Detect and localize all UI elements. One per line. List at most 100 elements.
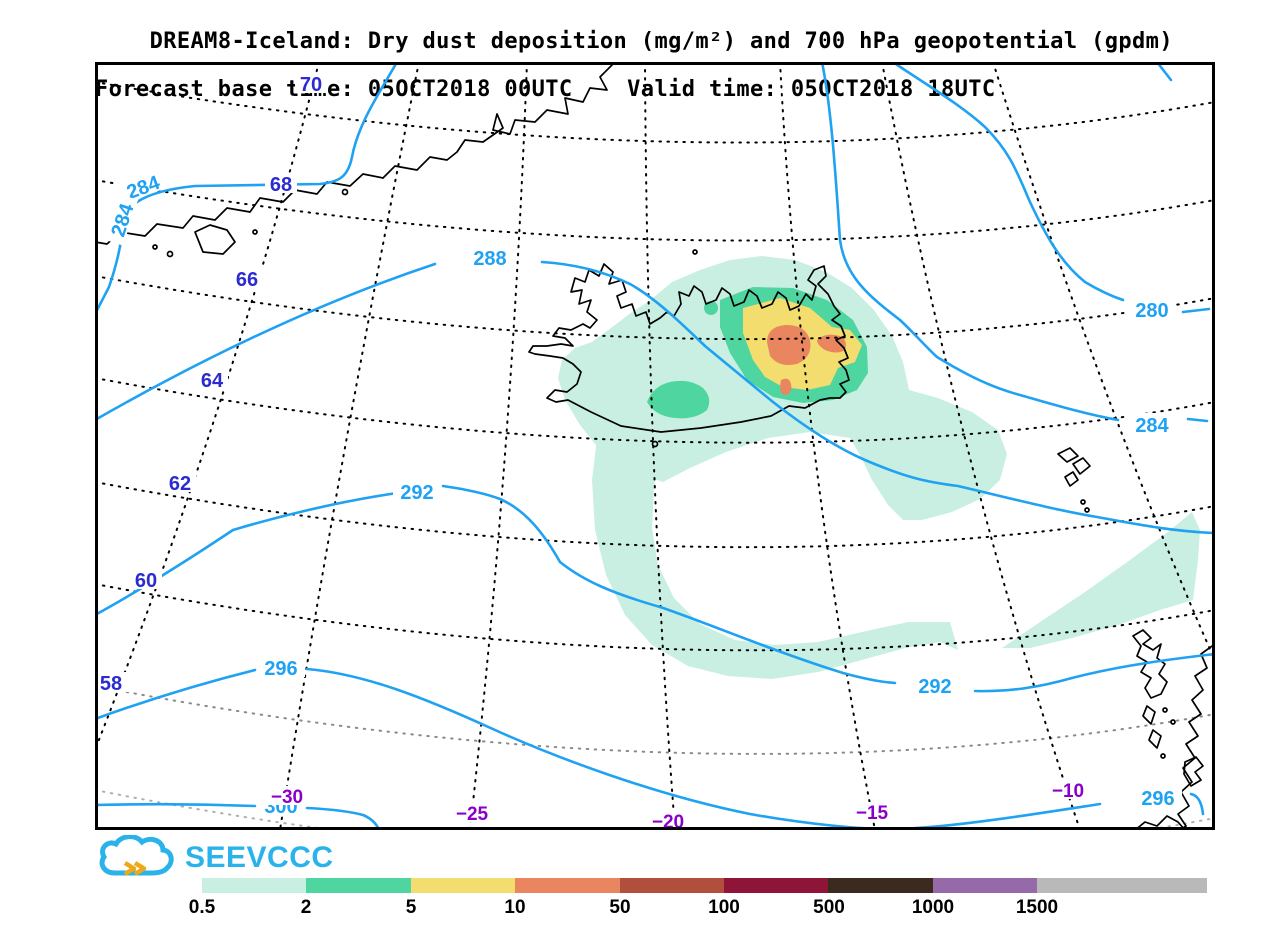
contour-line-284-e <box>820 60 1120 422</box>
contour-label: 292 <box>400 482 433 504</box>
graticule-meridian <box>469 61 528 831</box>
dust-layer-0p5-2 <box>558 256 1200 679</box>
graticule-parallel <box>94 275 1216 341</box>
coastline-uist <box>1142 705 1156 725</box>
cloud-icon <box>99 835 174 876</box>
contour-line-292 <box>973 652 1217 693</box>
contour-label: 296 <box>1141 788 1174 810</box>
latitude-label: 60 <box>135 570 157 592</box>
contour-line-292 <box>441 484 897 685</box>
colorbar-segment <box>515 878 620 893</box>
colorbar-ticks: 0.5 2 5 10 50 100 500 1000 1500 <box>189 897 1212 921</box>
graticule-parallel <box>94 583 1216 652</box>
colorbar-segment <box>411 878 515 893</box>
graticule-meridian <box>881 61 1081 831</box>
coastline-greenland-island <box>194 224 236 255</box>
islet <box>252 229 258 235</box>
coastline-faroe <box>1057 447 1079 463</box>
coastline-faroe <box>1072 457 1091 475</box>
contour-label: 280 <box>1135 300 1168 322</box>
map-canvas: 284 284 288 292 296 300 280 284 292 296 <box>93 60 1221 861</box>
logo-text: SEEVCCC <box>185 841 334 874</box>
islet <box>152 244 158 250</box>
dust-area-salmon-drop <box>780 378 792 395</box>
colorbar-segment <box>306 878 411 893</box>
graticule-meridian <box>279 61 420 831</box>
coastline-faroe <box>1064 471 1079 487</box>
contour-label: 292 <box>918 676 951 698</box>
coastline-greenland <box>94 61 616 245</box>
latitude-label: 62 <box>169 473 191 495</box>
graticule-meridian <box>779 61 876 831</box>
seevccc-logo: SEEVCCC <box>95 835 334 881</box>
latitude-label: 68 <box>270 174 292 196</box>
graticule-parallel <box>94 179 1216 242</box>
contour-label: 284 <box>1135 415 1169 437</box>
longitude-label: −10 <box>1052 781 1084 802</box>
coastline-iceland <box>528 263 850 433</box>
colorbar-tick: 0.5 <box>188 897 216 918</box>
colorbar-tick: 1000 <box>911 897 955 918</box>
colorbar-segment <box>724 878 828 893</box>
contour-label: 288 <box>473 248 506 270</box>
latitude-label: 66 <box>236 269 258 291</box>
longitude-label: −15 <box>856 803 889 824</box>
latitude-labels: 70 68 66 64 62 60 58 <box>95 73 327 695</box>
contour-line-280 <box>891 60 1125 302</box>
coastline-skye <box>1183 756 1204 787</box>
contour-line-300 <box>93 802 257 808</box>
islet <box>166 250 174 258</box>
colorbar <box>202 878 1207 893</box>
colorbar-segment <box>1037 878 1207 893</box>
dust-area-green-south <box>647 380 710 419</box>
contour-label: 296 <box>264 658 297 680</box>
latitude-label: 58 <box>100 673 122 695</box>
graticule-meridian <box>94 61 320 751</box>
contour-line-284-e <box>1186 417 1209 423</box>
coastlines <box>94 61 1216 831</box>
contour-line-296 <box>93 668 257 721</box>
contour-line-292 <box>93 491 399 617</box>
contour-line-288 <box>93 262 437 422</box>
longitude-labels: −30 −25 −20 −15 −10 <box>264 780 1091 833</box>
coastline-uist <box>1148 729 1162 749</box>
islet <box>1084 507 1090 513</box>
colorbar-tick: 1500 <box>1015 897 1059 918</box>
colorbar-tick: 2 <box>300 897 312 918</box>
longitude-label: −25 <box>456 804 489 825</box>
islet <box>1080 499 1086 505</box>
contour-line-300 <box>305 806 381 832</box>
colorbar-tick: 500 <box>813 897 845 918</box>
dust-area-green-spot <box>704 301 718 315</box>
colorbar-segment <box>620 878 724 893</box>
latitude-label: 64 <box>201 370 224 392</box>
map-border <box>95 62 1215 830</box>
graticule-parallel <box>94 81 1216 144</box>
dust-area-salmon-main <box>767 324 811 365</box>
arrow-icon <box>123 861 147 876</box>
graticule-meridian <box>644 61 676 831</box>
graticule-parallel <box>94 481 1216 549</box>
contour-line-296 <box>1189 792 1205 816</box>
islet <box>1170 719 1176 725</box>
map-panel: 284 284 288 292 296 300 280 284 292 296 <box>93 60 1221 861</box>
islet-vestmannaeyjar <box>651 440 659 448</box>
islet <box>1162 707 1168 713</box>
latitude-label: 70 <box>300 74 322 96</box>
dust-area-east-wedge <box>1002 512 1200 648</box>
chart-title-line1: DREAM8-Iceland: Dry dust deposition (mg/… <box>149 29 1173 54</box>
islet <box>341 188 349 196</box>
colorbar-segment <box>202 878 306 893</box>
colorbar-tick: 50 <box>609 897 631 918</box>
contour-line-296 <box>305 667 1102 831</box>
graticule-parallel <box>94 377 1216 444</box>
contour-line-280 <box>1181 307 1211 314</box>
contour-line-288 <box>540 260 1215 535</box>
colorbar-tick: 100 <box>708 897 740 918</box>
chart-title-line2: Forecast base time: 05OCT2018 00UTC Vali… <box>95 77 996 102</box>
colorbar-segment <box>933 878 1037 893</box>
coastline-scotland-south <box>1134 815 1186 831</box>
graticule-parallel <box>94 685 1216 755</box>
colorbar-segment <box>828 878 933 893</box>
